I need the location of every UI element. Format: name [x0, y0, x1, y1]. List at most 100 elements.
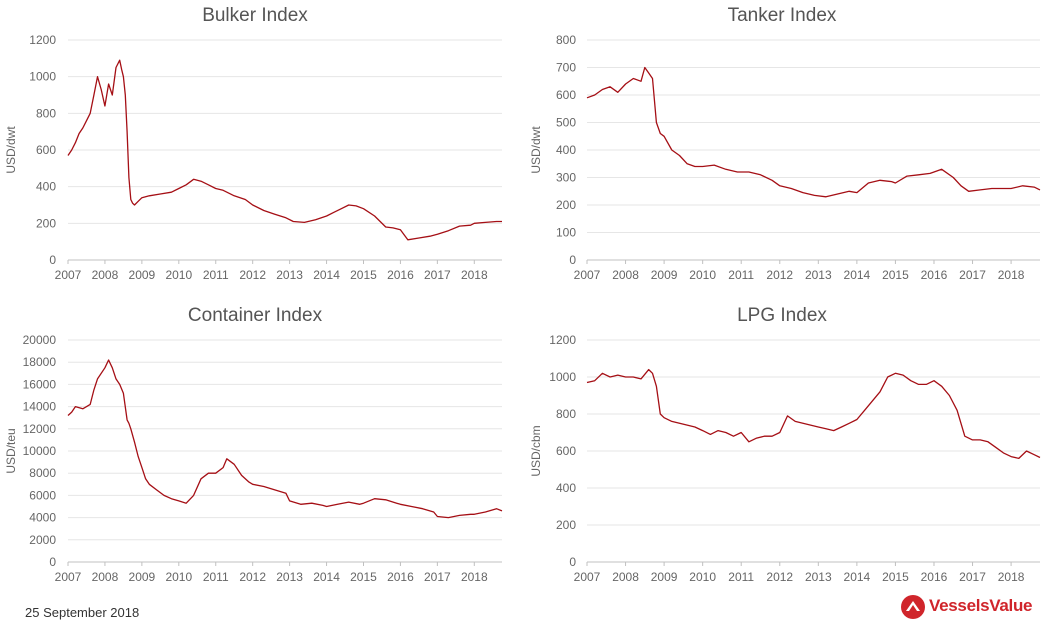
- y-tick-label: 200: [556, 198, 576, 212]
- y-tick-label: 1200: [549, 333, 576, 347]
- y-tick-label: 200: [36, 216, 56, 230]
- vesselsvalue-logo-icon: [901, 595, 925, 619]
- series-line: [67, 59, 502, 241]
- chart-tanker-index: Tanker Index USD/dwt 0 100 200 300 400 500 600 70…: [529, 5, 1041, 282]
- x-tick-label: 2014: [313, 268, 340, 282]
- x-tick-label: 2011: [203, 570, 229, 584]
- y-axis-label: USD/teu: [4, 428, 18, 473]
- y-tick-label: 600: [556, 88, 576, 102]
- x-tick-label: 2009: [129, 268, 156, 282]
- y-tick-label: 6000: [29, 488, 56, 502]
- x-tick-label: 2008: [92, 570, 119, 584]
- x-tick-label: 2018: [998, 570, 1025, 584]
- x-tick-label: 2011: [728, 268, 754, 282]
- x-tick-label: 2016: [921, 570, 948, 584]
- chart-lpg-index: LPG Index USD/cbm 0 200 400 600 800 1000 1200 200…: [529, 305, 1041, 584]
- x-tick-label: 2008: [612, 570, 639, 584]
- x-tick-label: 2017: [959, 570, 986, 584]
- y-tick-label: 800: [556, 407, 576, 421]
- chart-title: Bulker Index: [202, 5, 308, 26]
- chart-bulker-index: Bulker Index USD/dwt 0 200 400 600 800 1000 1200…: [4, 5, 502, 282]
- x-tick-label: 2012: [239, 570, 266, 584]
- y-tick-label: 700: [556, 61, 576, 75]
- chart-title: LPG Index: [737, 305, 827, 326]
- x-tick-label: 2013: [276, 268, 303, 282]
- y-tick-label: 0: [569, 253, 576, 267]
- y-tick-label: 0: [49, 555, 56, 569]
- y-axis-label: USD/dwt: [529, 126, 543, 174]
- x-tick-label: 2016: [387, 268, 414, 282]
- y-tick-label: 100: [556, 226, 576, 240]
- y-tick-label: 1000: [549, 370, 576, 384]
- x-tick-label: 2018: [998, 268, 1025, 282]
- y-tick-label: 20000: [23, 333, 57, 347]
- x-tick-label: 2014: [313, 570, 340, 584]
- y-tick-label: 10000: [23, 444, 57, 458]
- x-tick-label: 2010: [165, 268, 192, 282]
- y-tick-label: 2000: [29, 533, 56, 547]
- x-tick-label: 2011: [203, 268, 229, 282]
- x-tick-label: 2015: [350, 570, 377, 584]
- x-tick-label: 2007: [574, 570, 601, 584]
- x-tick-label: 2018: [461, 570, 488, 584]
- x-tick-label: 2017: [424, 570, 451, 584]
- y-tick-label: 8000: [29, 466, 56, 480]
- x-tick-label: 2014: [844, 268, 871, 282]
- y-axis-label: USD/dwt: [4, 126, 18, 174]
- x-tick-label: 2010: [689, 570, 716, 584]
- x-tick-label: 2013: [276, 570, 303, 584]
- x-tick-label: 2013: [805, 570, 832, 584]
- brand-name: VesselsValue: [929, 596, 1033, 615]
- y-tick-label: 300: [556, 171, 576, 185]
- charts-canvas: Bulker IndexUSD/dwt020040060080010001200…: [4, 5, 1041, 584]
- series-line: [586, 66, 1041, 198]
- y-tick-label: 400: [36, 180, 56, 194]
- y-tick-label: 14000: [23, 400, 57, 414]
- y-tick-label: 600: [36, 143, 56, 157]
- series-line: [586, 368, 1041, 460]
- x-tick-label: 2009: [651, 570, 678, 584]
- y-tick-label: 0: [569, 555, 576, 569]
- y-tick-label: 500: [556, 116, 576, 130]
- x-tick-label: 2016: [921, 268, 948, 282]
- y-tick-label: 400: [556, 481, 576, 495]
- y-tick-label: 4000: [29, 511, 56, 525]
- series-line: [67, 359, 503, 519]
- x-tick-label: 2008: [92, 268, 119, 282]
- x-tick-label: 2007: [55, 570, 82, 584]
- x-tick-label: 2008: [612, 268, 639, 282]
- y-tick-label: 0: [49, 253, 56, 267]
- y-tick-label: 18000: [23, 355, 57, 369]
- x-tick-label: 2015: [350, 268, 377, 282]
- x-tick-label: 2015: [882, 570, 909, 584]
- y-tick-label: 16000: [23, 377, 57, 391]
- x-tick-label: 2014: [844, 570, 871, 584]
- x-tick-label: 2012: [766, 570, 793, 584]
- x-tick-label: 2013: [805, 268, 832, 282]
- x-tick-label: 2007: [574, 268, 601, 282]
- y-tick-label: 1200: [29, 33, 56, 47]
- x-tick-label: 2009: [651, 268, 678, 282]
- x-tick-label: 2012: [766, 268, 793, 282]
- y-tick-label: 800: [556, 33, 576, 47]
- x-tick-label: 2009: [129, 570, 156, 584]
- y-tick-label: 800: [36, 106, 56, 120]
- y-tick-label: 600: [556, 444, 576, 458]
- x-tick-label: 2010: [689, 268, 716, 282]
- chart-title: Tanker Index: [728, 5, 837, 26]
- x-tick-label: 2007: [55, 268, 82, 282]
- chart-title: Container Index: [188, 305, 323, 326]
- x-tick-label: 2010: [165, 570, 192, 584]
- chart-container-index: Container Index USD/teu 0 2000 4000 6000 8000 1…: [4, 305, 503, 584]
- x-tick-label: 2017: [959, 268, 986, 282]
- y-tick-label: 200: [556, 518, 576, 532]
- y-axis-label: USD/cbm: [529, 425, 543, 476]
- y-tick-label: 1000: [29, 70, 56, 84]
- report-date: 25 September 2018: [25, 605, 140, 620]
- x-tick-label: 2012: [239, 268, 266, 282]
- x-tick-label: 2015: [882, 268, 909, 282]
- y-tick-label: 400: [556, 143, 576, 157]
- x-tick-label: 2011: [728, 570, 754, 584]
- x-tick-label: 2016: [387, 570, 414, 584]
- vesselsvalue-logo[interactable]: VesselsValue: [898, 592, 1043, 622]
